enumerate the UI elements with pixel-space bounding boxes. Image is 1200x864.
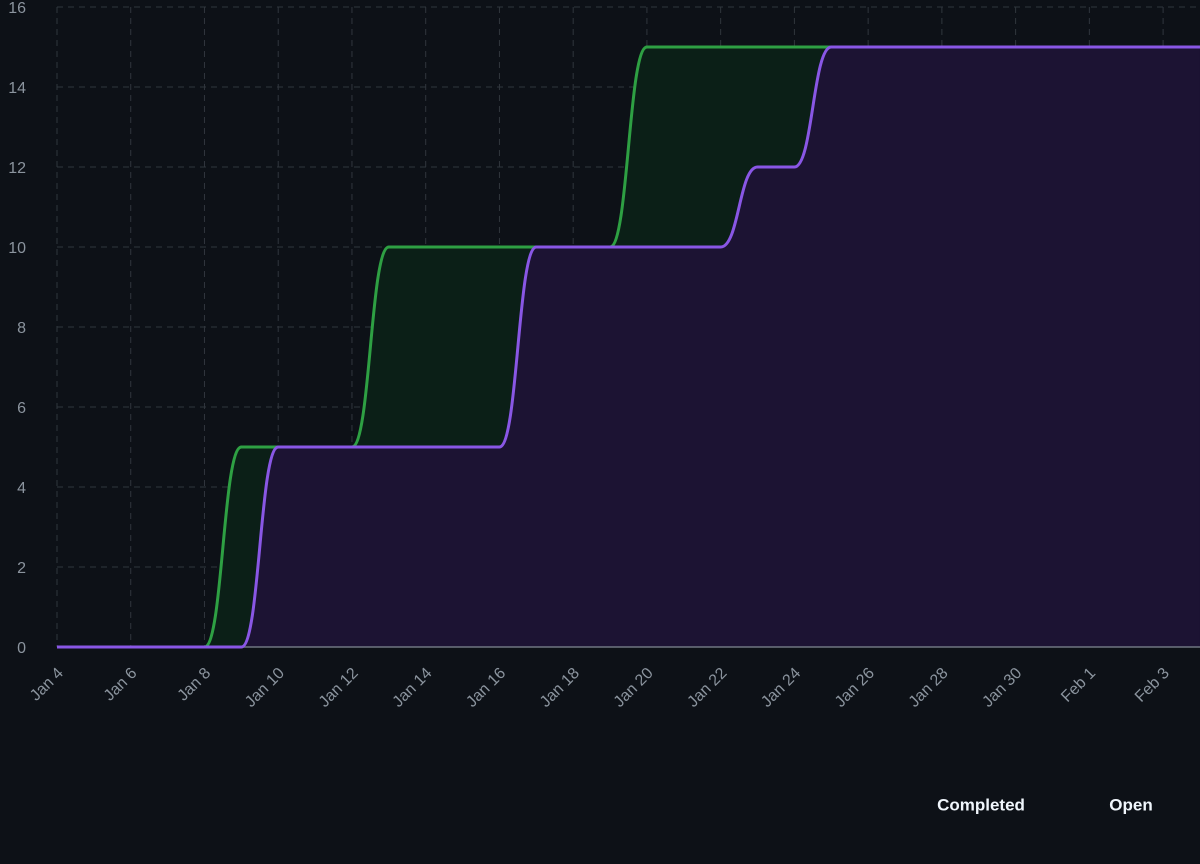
y-tick-label: 8 [17, 320, 26, 337]
x-tick-label: Jan 30 [979, 665, 1025, 711]
line [57, 45, 1200, 649]
y-tick-label: 6 [17, 400, 26, 417]
y-tick-label: 14 [8, 80, 26, 97]
x-tick-label: Jan 24 [758, 665, 804, 711]
y-tick-label: 2 [17, 560, 26, 577]
y-tick-label: 16 [8, 0, 26, 17]
legend-entry: Open [1109, 795, 1152, 814]
x-tick-label: Jan 18 [537, 665, 583, 711]
x-tick-label: Jan 6 [101, 665, 141, 705]
x-tick-label: Jan 8 [175, 665, 215, 705]
y-tick-label: 4 [17, 480, 26, 497]
y-tick-label: 0 [17, 640, 26, 657]
area [57, 47, 1200, 647]
x-tick-label: Jan 26 [832, 665, 878, 711]
legend-entry: Completed [937, 795, 1025, 814]
x-tick-label: Jan 14 [390, 665, 436, 711]
x-tick-label: Jan 16 [463, 665, 509, 711]
x-tick-label: Jan 22 [684, 665, 730, 711]
y-tick-label: 12 [8, 160, 26, 177]
x-tick-label: Feb 1 [1058, 665, 1099, 706]
x-tick-label: Jan 20 [611, 665, 657, 711]
x-tick-label: Jan 28 [906, 665, 952, 711]
x-tick-label: Jan 12 [316, 665, 362, 711]
x-tick-label: Jan 4 [27, 665, 67, 705]
x-tick-label: Jan 10 [242, 665, 288, 711]
y-tick-label: 10 [8, 240, 26, 257]
x-tick-label: Feb 3 [1132, 665, 1173, 706]
